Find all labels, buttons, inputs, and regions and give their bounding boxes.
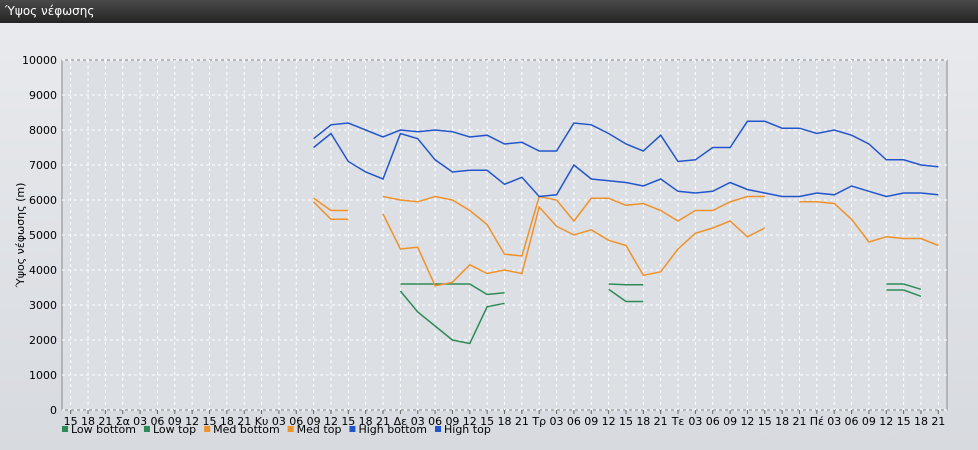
x-tick-label: 18 (775, 415, 789, 428)
legend-label: High top (444, 423, 491, 436)
window-title: Ύψος νέφωσης (0, 0, 978, 23)
x-tick-label: 06 (150, 415, 164, 428)
series-line-2 (382, 205, 766, 287)
x-tick-label: 03 (133, 415, 147, 428)
y-tick-label: 8000 (29, 124, 57, 137)
x-tick-label: 15 (64, 415, 78, 428)
legend-label: Med top (297, 423, 342, 436)
x-tick-label: Δε (394, 415, 408, 428)
x-tick-label: Κυ (255, 415, 269, 428)
y-tick-label: 2000 (29, 334, 57, 347)
x-tick-label: 15 (203, 415, 217, 428)
x-tick-label: 09 (445, 415, 459, 428)
x-tick-label: Τε (671, 415, 685, 428)
x-tick-label: 18 (914, 415, 928, 428)
x-tick-label: 03 (688, 415, 702, 428)
x-tick-label: 21 (654, 415, 668, 428)
x-tick-label: 12 (740, 415, 754, 428)
x-tick-label: Πέ (810, 415, 824, 428)
x-tick-label: 06 (428, 415, 442, 428)
x-tick-label: 21 (931, 415, 945, 428)
x-tick-label: 03 (550, 415, 564, 428)
series-line-1 (886, 283, 922, 291)
x-tick-label: 21 (98, 415, 112, 428)
legend-swatch (349, 426, 356, 432)
x-tick-label: Τρ (531, 415, 546, 428)
x-tick-label: 09 (862, 415, 876, 428)
x-axis-ticks: 15 18 21 Σα 03 06 09 12 15 18 21 Κυ 03 06 09 12 15 18 21 Δε… (64, 410, 945, 428)
x-tick-label: 15 (341, 415, 355, 428)
series-lines (313, 120, 939, 345)
x-tick-label: Σα (116, 415, 130, 428)
series-line-1 (608, 283, 644, 286)
chart-legend: Low bottom Low top Med bottom Med top High b… (62, 423, 491, 436)
x-tick-label: 09 (723, 415, 737, 428)
legend-label: High bottom (358, 423, 427, 436)
y-tick-label: 6000 (29, 194, 57, 207)
x-tick-label: 15 (758, 415, 772, 428)
series-line-1 (400, 283, 505, 296)
x-tick-label: 15 (897, 415, 911, 428)
cloud-height-chart: 0 1000 2000 3000 4000 5000 6000 7000 8000 9000 100… (14, 54, 948, 436)
x-tick-label: 12 (879, 415, 893, 428)
x-tick-label: 18 (636, 415, 650, 428)
y-tick-label: 5000 (29, 229, 57, 242)
x-tick-label: 06 (706, 415, 720, 428)
y-tick-label: 0 (50, 404, 57, 417)
legend-swatch (204, 426, 211, 432)
y-tick-label: 10000 (22, 54, 57, 67)
x-tick-label: 18 (81, 415, 95, 428)
legend-label: Low bottom (71, 423, 136, 436)
series-line-4 (313, 132, 939, 198)
x-tick-label: 12 (602, 415, 616, 428)
x-tick-label: 15 (619, 415, 633, 428)
x-tick-label: 06 (845, 415, 859, 428)
x-tick-label: 09 (307, 415, 321, 428)
series-line-5 (313, 120, 939, 168)
x-tick-label: 12 (463, 415, 477, 428)
legend-swatch (287, 426, 294, 432)
x-tick-label: 03 (272, 415, 286, 428)
legend-swatch (143, 426, 150, 432)
x-tick-label: 21 (793, 415, 807, 428)
x-tick-label: 03 (827, 415, 841, 428)
y-tick-label: 4000 (29, 264, 57, 277)
x-tick-label: 18 (498, 415, 512, 428)
series-line-3 (313, 197, 349, 212)
series-line-0 (886, 289, 922, 298)
y-axis-ticks: 0 1000 2000 3000 4000 5000 6000 7000 8000 9000 100… (22, 54, 57, 417)
grid-lines (62, 59, 947, 411)
x-tick-label: 12 (185, 415, 199, 428)
series-line-2 (313, 201, 349, 221)
y-axis-label: Ύψος νέφωσης (m) (14, 183, 27, 289)
x-tick-label: 09 (584, 415, 598, 428)
series-line-0 (399, 290, 505, 345)
y-tick-label: 7000 (29, 159, 57, 172)
x-tick-label: 12 (324, 415, 338, 428)
x-tick-label: 21 (515, 415, 529, 428)
x-tick-label: 21 (237, 415, 251, 428)
x-tick-label: 06 (289, 415, 303, 428)
y-tick-label: 9000 (29, 89, 57, 102)
legend-swatch (62, 426, 68, 432)
series-line-0 (608, 288, 644, 303)
x-tick-label: 09 (168, 415, 182, 428)
series-line-3 (799, 201, 939, 247)
x-tick-label: 18 (220, 415, 234, 428)
x-tick-label: 21 (376, 415, 390, 428)
y-tick-label: 3000 (29, 299, 57, 312)
legend-label: Low top (153, 423, 196, 436)
series-line-3 (382, 195, 765, 257)
x-tick-label: 03 (411, 415, 425, 428)
legend-label: Med bottom (213, 423, 280, 436)
y-tick-label: 1000 (29, 369, 57, 382)
x-tick-label: 06 (567, 415, 581, 428)
x-tick-label: 15 (480, 415, 494, 428)
legend-swatch (435, 426, 441, 432)
x-tick-label: 18 (359, 415, 373, 428)
